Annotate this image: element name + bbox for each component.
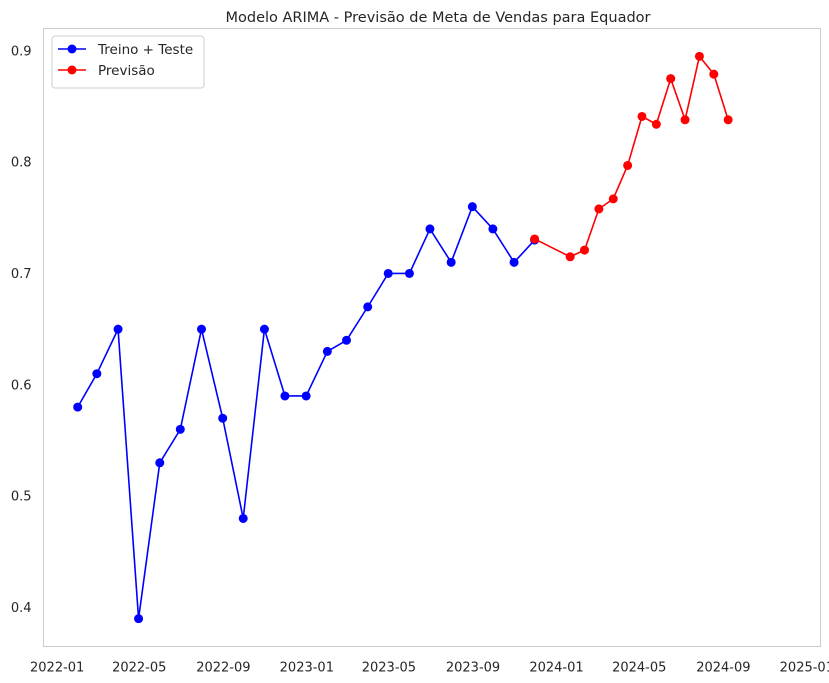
data-point <box>113 324 123 334</box>
data-point <box>637 111 647 121</box>
y-tick-label: 0.7 <box>11 267 32 282</box>
data-point <box>280 391 290 401</box>
data-point <box>467 202 477 212</box>
legend-marker <box>67 44 77 54</box>
data-point <box>608 194 618 204</box>
data-point <box>509 257 519 267</box>
data-point <box>530 234 540 244</box>
y-tick-label: 0.9 <box>11 44 32 59</box>
x-tick-label: 2022-09 <box>196 661 250 676</box>
x-tick-label: 2022-05 <box>112 661 166 676</box>
data-point <box>709 69 719 79</box>
data-point <box>155 458 165 468</box>
x-axis: 2022-01 2022-05 2022-09 2023-01 2023-05 2023-… <box>30 661 829 676</box>
data-point <box>73 402 83 412</box>
data-point <box>488 224 498 234</box>
legend-item: Treino + Teste <box>58 42 193 58</box>
data-point <box>259 324 269 334</box>
data-point <box>723 115 733 125</box>
data-point <box>134 614 144 624</box>
x-tick-label: 2022-01 <box>30 661 84 676</box>
x-tick-label: 2024-05 <box>612 661 666 676</box>
chart-title: Modelo ARIMA - Previsão de Meta de Venda… <box>225 10 650 26</box>
y-tick-label: 0.5 <box>11 490 32 505</box>
data-point <box>342 335 351 345</box>
legend: Treino + Teste Previsão <box>51 35 205 89</box>
data-point <box>238 513 248 523</box>
data-point <box>594 204 604 214</box>
legend-label: Treino + Teste <box>97 42 193 58</box>
x-tick-label: 2024-09 <box>696 661 750 676</box>
series-layer <box>73 51 733 624</box>
legend-marker <box>67 65 77 75</box>
legend-item: Previsão <box>58 63 155 79</box>
plot-area <box>43 28 821 647</box>
data-point <box>666 74 676 84</box>
x-tick-label: 2023-05 <box>362 661 416 676</box>
data-point <box>301 391 311 401</box>
data-point <box>565 252 575 262</box>
y-tick-label: 0.4 <box>11 601 32 616</box>
data-point <box>446 257 456 267</box>
data-point <box>680 115 690 125</box>
x-tick-label: 2024-01 <box>529 661 583 676</box>
data-point <box>175 424 185 434</box>
data-point <box>425 224 435 234</box>
data-point <box>383 268 393 278</box>
y-tick-label: 0.8 <box>11 156 32 171</box>
data-point <box>197 324 206 334</box>
data-point <box>694 51 704 61</box>
data-point <box>580 245 590 255</box>
x-tick-label: 2023-09 <box>446 661 500 676</box>
data-point <box>322 346 332 356</box>
x-tick-label: 2023-01 <box>280 661 334 676</box>
y-tick-label: 0.6 <box>11 378 32 393</box>
data-point <box>92 369 102 379</box>
x-tick-label: 2025-01 <box>780 661 829 676</box>
y-axis: 0.4 0.5 0.6 0.7 0.8 0.9 <box>11 44 32 616</box>
data-point <box>218 413 228 423</box>
legend-label: Previsão <box>98 63 155 79</box>
legend-box <box>51 35 205 89</box>
series-previsao <box>530 51 733 262</box>
data-point <box>623 160 633 170</box>
data-point <box>363 302 373 312</box>
data-point <box>404 268 414 278</box>
data-point <box>651 119 661 129</box>
